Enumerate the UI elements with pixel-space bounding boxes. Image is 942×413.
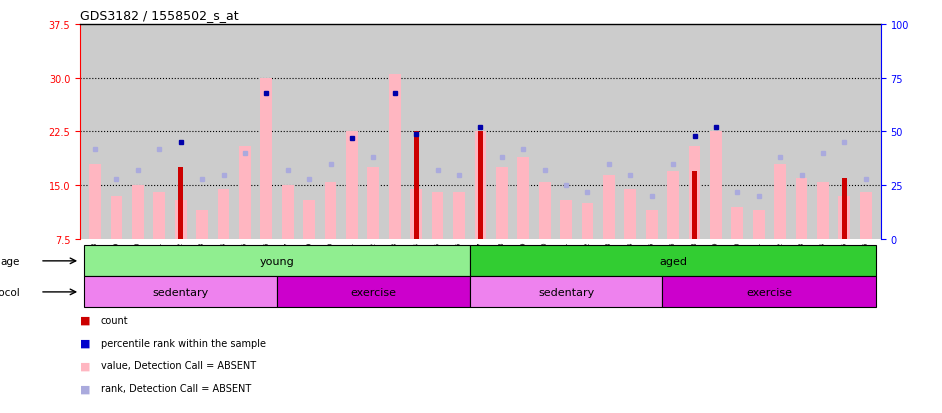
Bar [539,182,550,240]
Text: ■: ■ [80,361,90,370]
Bar [89,164,101,240]
Text: ■: ■ [80,338,90,348]
Bar [842,179,847,240]
Bar [154,193,165,240]
Text: young: young [260,256,295,266]
Bar [218,190,230,240]
Bar [731,207,743,240]
Text: percentile rank within the sample: percentile rank within the sample [101,338,266,348]
Bar [325,182,336,240]
Text: GDS3182 / 1558502_s_at: GDS3182 / 1558502_s_at [80,9,238,22]
Bar [753,211,765,240]
Bar [431,193,444,240]
Bar [303,200,315,240]
Bar [346,132,358,240]
Text: aged: aged [659,256,687,266]
Bar [470,277,662,308]
Text: sedentary: sedentary [153,287,209,297]
Bar [85,277,277,308]
Text: exercise: exercise [350,287,397,297]
Bar [196,211,208,240]
Bar [175,200,187,240]
Bar [817,182,829,240]
Text: protocol: protocol [0,287,20,297]
Bar [132,186,144,240]
Bar [85,246,470,277]
Text: age: age [1,256,20,266]
Bar [667,171,679,240]
Bar [478,132,483,240]
Text: ■: ■ [80,383,90,393]
Text: value, Detection Call = ABSENT: value, Detection Call = ABSENT [101,361,256,370]
Bar [260,78,272,240]
Text: count: count [101,315,128,325]
Bar [178,168,184,240]
Bar [282,186,294,240]
Bar [603,175,615,240]
Bar [860,193,871,240]
Bar [796,179,807,240]
Bar [689,147,701,240]
Bar [774,164,786,240]
Bar [495,168,508,240]
Bar [389,75,400,240]
Bar [414,132,419,240]
Bar [581,204,593,240]
Text: rank, Detection Call = ABSENT: rank, Detection Call = ABSENT [101,383,252,393]
Bar [517,157,529,240]
Bar [367,168,380,240]
Bar [475,132,486,240]
Bar [662,277,876,308]
Bar [710,132,722,240]
Bar [560,200,572,240]
Bar [411,190,422,240]
Text: sedentary: sedentary [538,287,594,297]
Bar [470,246,876,277]
Bar [453,193,465,240]
Text: ■: ■ [80,315,90,325]
Bar [838,197,851,240]
Bar [691,171,697,240]
Bar [110,197,122,240]
Bar [277,277,470,308]
Text: exercise: exercise [746,287,792,297]
Bar [625,190,636,240]
Bar [646,211,658,240]
Bar [239,147,251,240]
